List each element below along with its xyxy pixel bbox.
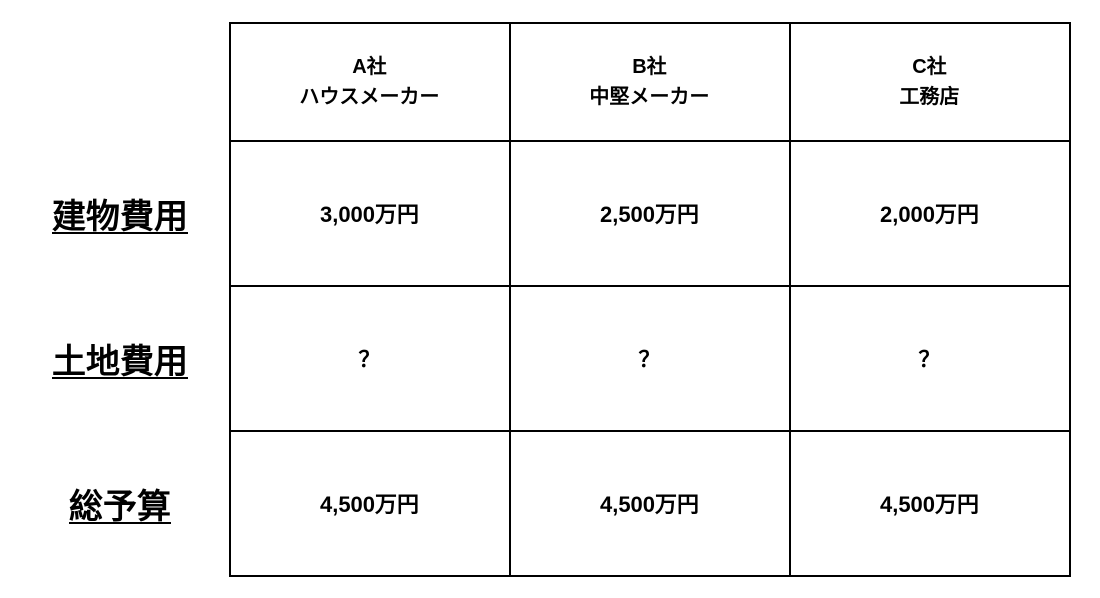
cell-total-c: 4,500万円 <box>790 431 1070 576</box>
cell-land-c: ？ <box>790 286 1070 431</box>
column-header-a: A社 ハウスメーカー <box>230 23 510 141</box>
table-row: 土地費用 ？ ？ ？ <box>30 286 1070 431</box>
row-label-land-cost: 土地費用 <box>30 286 230 431</box>
comparison-table-container: A社 ハウスメーカー B社 中堅メーカー C社 工務店 建物費用 3,000万円… <box>0 0 1100 598</box>
cell-land-a: ？ <box>230 286 510 431</box>
cell-building-b: 2,500万円 <box>510 141 790 286</box>
header-empty-cell <box>30 23 230 141</box>
cell-building-a: 3,000万円 <box>230 141 510 286</box>
cell-total-b: 4,500万円 <box>510 431 790 576</box>
column-header-top: A社 <box>352 56 386 78</box>
row-label-text: 土地費用 <box>52 343 188 381</box>
table-row: 建物費用 3,000万円 2,500万円 2,000万円 <box>30 141 1070 286</box>
cell-building-c: 2,000万円 <box>790 141 1070 286</box>
cell-total-a: 4,500万円 <box>230 431 510 576</box>
row-label-building-cost: 建物費用 <box>30 141 230 286</box>
column-header-c: C社 工務店 <box>790 23 1070 141</box>
cell-land-b: ？ <box>510 286 790 431</box>
column-header-bottom: 中堅メーカー <box>590 86 710 108</box>
column-header-top: B社 <box>632 56 666 78</box>
table-row: 総予算 4,500万円 4,500万円 4,500万円 <box>30 431 1070 576</box>
row-label-text: 建物費用 <box>52 198 188 236</box>
column-header-bottom: 工務店 <box>900 86 960 108</box>
column-header-top: C社 <box>912 56 946 78</box>
row-label-text: 総予算 <box>69 488 171 526</box>
row-label-total-budget: 総予算 <box>30 431 230 576</box>
table-header-row: A社 ハウスメーカー B社 中堅メーカー C社 工務店 <box>30 23 1070 141</box>
column-header-b: B社 中堅メーカー <box>510 23 790 141</box>
comparison-table: A社 ハウスメーカー B社 中堅メーカー C社 工務店 建物費用 3,000万円… <box>30 22 1071 577</box>
column-header-bottom: ハウスメーカー <box>300 86 440 108</box>
